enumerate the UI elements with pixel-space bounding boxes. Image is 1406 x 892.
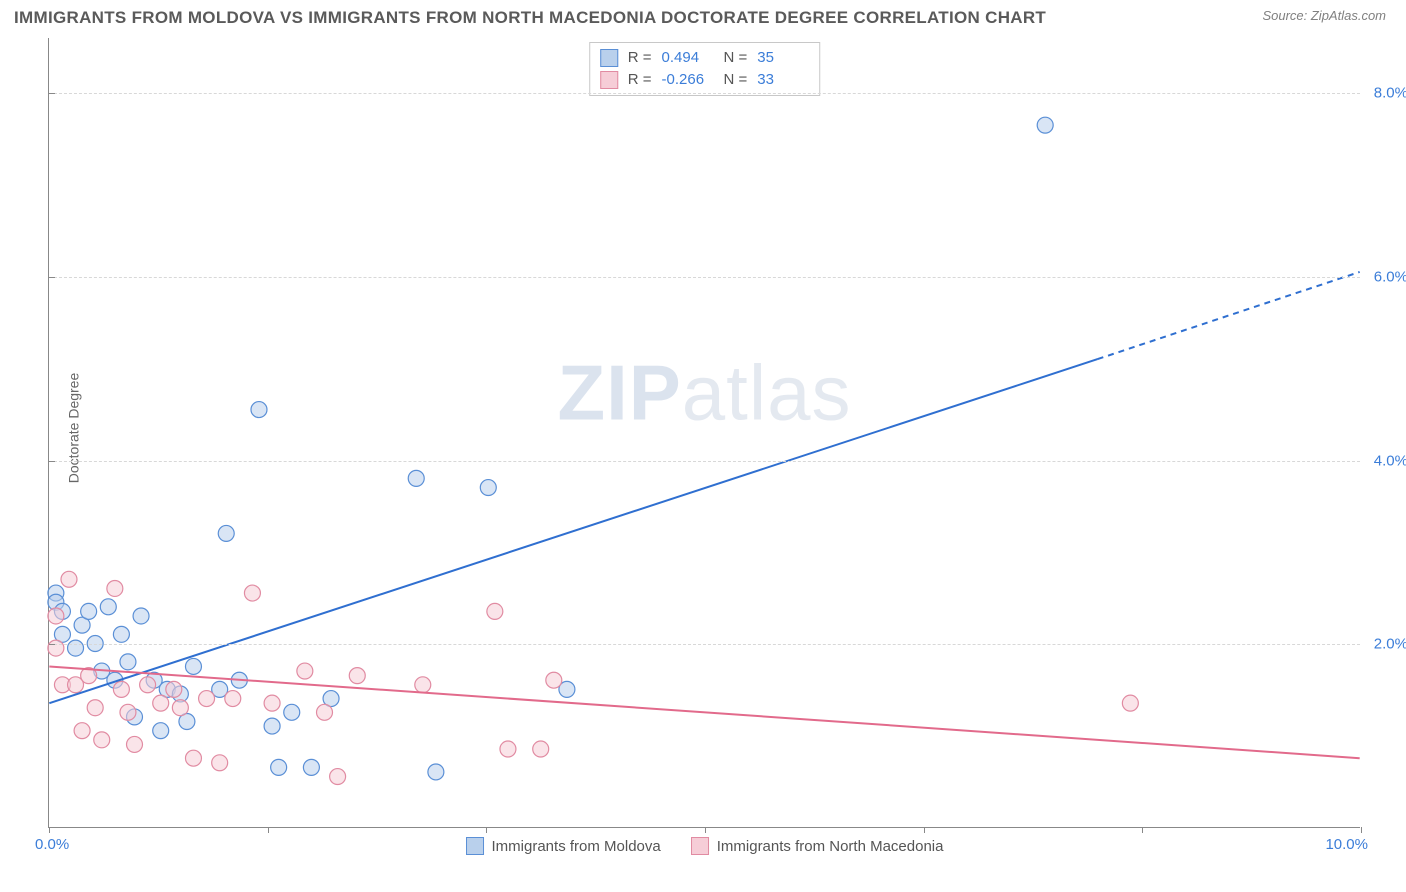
chart-plot-area: ZIPatlas R =0.494N =35R =-0.266N =33 0.0… <box>48 38 1360 828</box>
y-tick-label: 2.0% <box>1374 636 1406 653</box>
data-point <box>408 470 424 486</box>
gridline <box>49 93 1360 94</box>
data-point <box>303 759 319 775</box>
data-point <box>107 580 123 596</box>
legend-series-item: Immigrants from Moldova <box>466 837 661 855</box>
source-label: Source: ZipAtlas.com <box>1262 8 1386 23</box>
data-point <box>48 640 64 656</box>
x-tick <box>924 827 925 833</box>
data-point <box>127 736 143 752</box>
data-point <box>74 723 90 739</box>
data-point <box>68 640 84 656</box>
gridline <box>49 644 1360 645</box>
y-tick <box>49 93 55 94</box>
legend-series-label: Immigrants from North Macedonia <box>717 838 944 855</box>
data-point <box>113 681 129 697</box>
data-point <box>533 741 549 757</box>
data-point <box>120 704 136 720</box>
data-point <box>428 764 444 780</box>
data-point <box>244 585 260 601</box>
data-point <box>330 769 346 785</box>
regression-line-extrapolated <box>1098 272 1360 359</box>
gridline <box>49 461 1360 462</box>
data-point <box>480 480 496 496</box>
x-tick <box>268 827 269 833</box>
data-point <box>1122 695 1138 711</box>
data-point <box>317 704 333 720</box>
legend-series: Immigrants from Moldova Immigrants from N… <box>466 837 944 855</box>
data-point <box>61 571 77 587</box>
data-point <box>212 755 228 771</box>
x-axis-end-label: 10.0% <box>1325 836 1368 853</box>
data-point <box>153 695 169 711</box>
data-point <box>349 668 365 684</box>
data-point <box>133 608 149 624</box>
data-point <box>487 603 503 619</box>
y-tick-label: 6.0% <box>1374 268 1406 285</box>
data-point <box>166 681 182 697</box>
data-point <box>251 402 267 418</box>
legend-swatch <box>691 837 709 855</box>
data-point <box>48 608 64 624</box>
legend-swatch <box>466 837 484 855</box>
data-point <box>1037 117 1053 133</box>
x-tick <box>49 827 50 833</box>
data-point <box>87 700 103 716</box>
data-point <box>94 732 110 748</box>
y-tick <box>49 644 55 645</box>
data-point <box>172 700 188 716</box>
data-point <box>185 750 201 766</box>
legend-series-label: Immigrants from Moldova <box>492 838 661 855</box>
data-point <box>271 759 287 775</box>
data-point <box>500 741 516 757</box>
data-point <box>264 718 280 734</box>
data-point <box>153 723 169 739</box>
data-point <box>185 658 201 674</box>
x-axis-start-label: 0.0% <box>35 836 69 853</box>
data-point <box>218 525 234 541</box>
x-tick <box>486 827 487 833</box>
data-point <box>415 677 431 693</box>
data-point <box>120 654 136 670</box>
y-tick-label: 8.0% <box>1374 85 1406 102</box>
data-point <box>100 599 116 615</box>
regression-line <box>49 359 1097 703</box>
regression-line <box>49 666 1359 758</box>
data-point <box>546 672 562 688</box>
x-tick <box>705 827 706 833</box>
x-tick <box>1142 827 1143 833</box>
data-point <box>199 691 215 707</box>
data-point <box>264 695 280 711</box>
scatter-svg <box>49 38 1360 827</box>
data-point <box>225 691 241 707</box>
x-tick <box>1361 827 1362 833</box>
y-tick <box>49 277 55 278</box>
data-point <box>113 626 129 642</box>
legend-series-item: Immigrants from North Macedonia <box>691 837 944 855</box>
chart-title: IMMIGRANTS FROM MOLDOVA VS IMMIGRANTS FR… <box>14 8 1046 28</box>
y-tick-label: 4.0% <box>1374 452 1406 469</box>
y-tick <box>49 461 55 462</box>
data-point <box>297 663 313 679</box>
data-point <box>284 704 300 720</box>
data-point <box>81 603 97 619</box>
gridline <box>49 277 1360 278</box>
data-point <box>140 677 156 693</box>
